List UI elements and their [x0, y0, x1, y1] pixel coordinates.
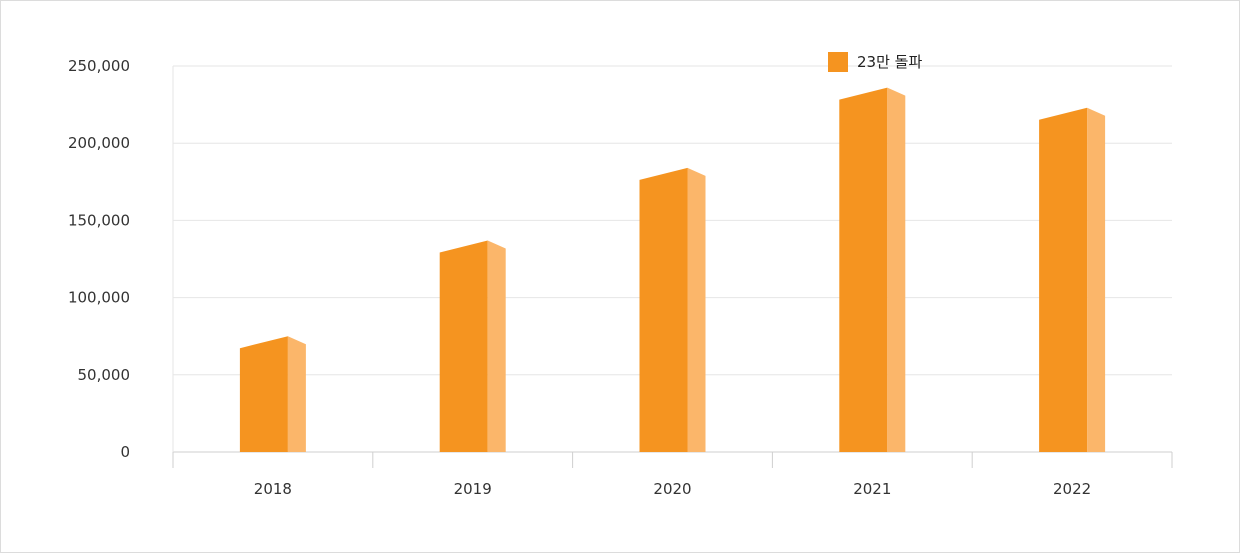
x-tick-label: 2018	[254, 480, 292, 498]
bar-2022	[1039, 107, 1106, 453]
bar-side-face	[287, 336, 306, 452]
x-tick-label: 2020	[653, 480, 691, 498]
bar-front-face	[439, 240, 488, 452]
bars	[239, 87, 1106, 453]
y-tick-label: 150,000	[68, 211, 130, 229]
bar-2020	[639, 167, 706, 453]
y-tick-label: 250,000	[68, 57, 130, 75]
bar-side-face	[887, 87, 906, 452]
bar-front-face	[239, 336, 288, 452]
y-tick-label: 0	[120, 443, 130, 461]
bar-2021	[839, 87, 906, 452]
y-tick-label: 50,000	[78, 366, 131, 384]
x-tick-label: 2021	[853, 480, 891, 498]
bar-front-face	[639, 167, 688, 453]
bar-side-face	[487, 240, 506, 452]
bar-side-face	[687, 167, 706, 453]
y-axis: 0 50,000 100,000 150,000 200,000 250,000	[68, 57, 174, 461]
bar-front-face	[839, 87, 888, 452]
x-tick-label: 2022	[1053, 480, 1091, 498]
bar-side-face	[1087, 107, 1106, 453]
x-axis: 2018 2019 2020 2021 2022	[172, 452, 1173, 498]
x-tick-label: 2019	[454, 480, 492, 498]
legend-swatch	[828, 52, 848, 72]
y-tick-label: 100,000	[68, 289, 130, 307]
bar-2018	[239, 336, 306, 452]
legend-label: 23만 돌파	[857, 53, 922, 71]
bar-front-face	[1039, 107, 1088, 453]
bar-2019	[439, 240, 506, 452]
legend: 23만 돌파	[828, 52, 922, 72]
y-tick-label: 200,000	[68, 134, 130, 152]
